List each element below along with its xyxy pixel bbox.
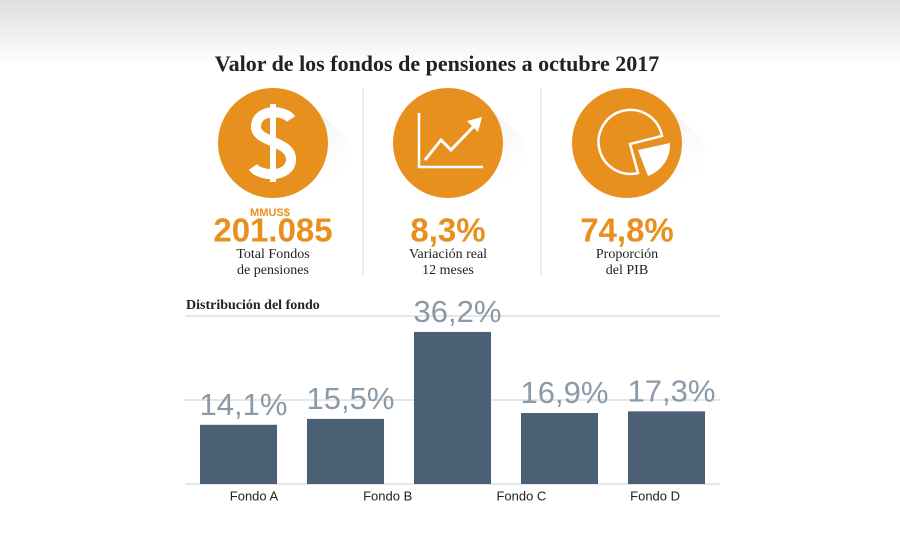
value-label: 36,2% xyxy=(414,294,502,329)
stat-label: Proporción xyxy=(596,247,658,262)
bar xyxy=(627,411,706,484)
stat-label: 12 meses xyxy=(422,263,474,278)
stat-label: de pensiones xyxy=(237,263,309,278)
growth-icon xyxy=(393,88,526,198)
dollar-icon xyxy=(218,88,351,198)
stat-value: 201.085 xyxy=(213,212,332,249)
x-tick-label: Fondo B xyxy=(363,488,412,503)
value-label: 15,5% xyxy=(307,381,395,416)
bar xyxy=(520,413,599,484)
value-label: 17,3% xyxy=(628,374,716,409)
x-tick-label: Fondo C xyxy=(496,488,546,503)
chart-title: Distribución del fondo xyxy=(186,298,320,313)
stat-label: del PIB xyxy=(606,263,648,278)
value-label: 14,1% xyxy=(200,387,288,422)
title: Valor de los fondos de pensiones a octub… xyxy=(215,51,660,76)
stat-label: Variación real xyxy=(409,247,487,262)
x-tick-label: Fondo A xyxy=(230,488,279,503)
bar xyxy=(306,418,385,484)
bar xyxy=(413,331,492,484)
stat-value: 8,3% xyxy=(410,212,485,249)
stat-label: Total Fondos xyxy=(236,247,309,262)
stat-value: 74,8% xyxy=(580,212,674,249)
bar xyxy=(199,424,278,484)
pie-icon xyxy=(572,88,705,198)
x-tick-label: Fondo D xyxy=(630,488,680,503)
value-label: 16,9% xyxy=(521,375,609,410)
stat-unit: MMUS$ xyxy=(250,207,290,219)
